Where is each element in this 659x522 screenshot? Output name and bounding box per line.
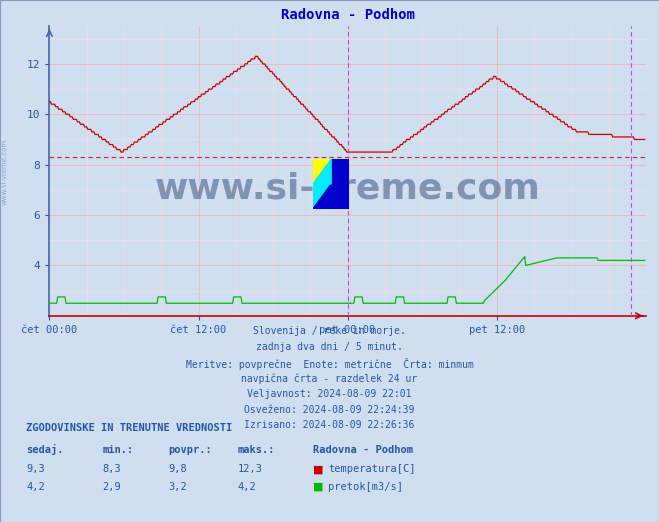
Text: 9,8: 9,8	[168, 465, 186, 474]
Polygon shape	[313, 159, 331, 184]
Text: ZGODOVINSKE IN TRENUTNE VREDNOSTI: ZGODOVINSKE IN TRENUTNE VREDNOSTI	[26, 423, 233, 433]
Text: Slovenija / reke in morje.: Slovenija / reke in morje.	[253, 326, 406, 336]
Polygon shape	[331, 159, 349, 209]
Title: Radovna - Podhom: Radovna - Podhom	[281, 8, 415, 22]
Text: Izrisano: 2024-08-09 22:26:36: Izrisano: 2024-08-09 22:26:36	[244, 420, 415, 430]
Text: Radovna - Podhom: Radovna - Podhom	[313, 445, 413, 455]
Text: pretok[m3/s]: pretok[m3/s]	[328, 482, 403, 492]
Text: Meritve: povprečne  Enote: metrične  Črta: minmum: Meritve: povprečne Enote: metrične Črta:…	[186, 358, 473, 370]
Polygon shape	[313, 159, 331, 184]
Text: 12,3: 12,3	[237, 465, 262, 474]
Text: maks.:: maks.:	[237, 445, 275, 455]
Text: temperatura[C]: temperatura[C]	[328, 465, 416, 474]
Text: 4,2: 4,2	[26, 482, 45, 492]
Text: navpična črta - razdelek 24 ur: navpična črta - razdelek 24 ur	[241, 373, 418, 384]
Text: 4,2: 4,2	[237, 482, 256, 492]
Text: sedaj.: sedaj.	[26, 444, 64, 455]
Text: Veljavnost: 2024-08-09 22:01: Veljavnost: 2024-08-09 22:01	[247, 389, 412, 399]
Polygon shape	[313, 184, 331, 209]
Text: 8,3: 8,3	[102, 465, 121, 474]
Text: zadnja dva dni / 5 minut.: zadnja dva dni / 5 minut.	[256, 342, 403, 352]
Text: povpr.:: povpr.:	[168, 445, 212, 455]
Text: 2,9: 2,9	[102, 482, 121, 492]
Text: www.si-vreme.com: www.si-vreme.com	[155, 171, 540, 205]
Text: 3,2: 3,2	[168, 482, 186, 492]
Text: www.si-vreme.com: www.si-vreme.com	[1, 139, 8, 205]
Text: ■: ■	[313, 465, 324, 474]
Text: 9,3: 9,3	[26, 465, 45, 474]
Text: ■: ■	[313, 482, 324, 492]
Text: Osveženo: 2024-08-09 22:24:39: Osveženo: 2024-08-09 22:24:39	[244, 405, 415, 414]
Text: min.:: min.:	[102, 445, 133, 455]
Polygon shape	[313, 184, 331, 209]
